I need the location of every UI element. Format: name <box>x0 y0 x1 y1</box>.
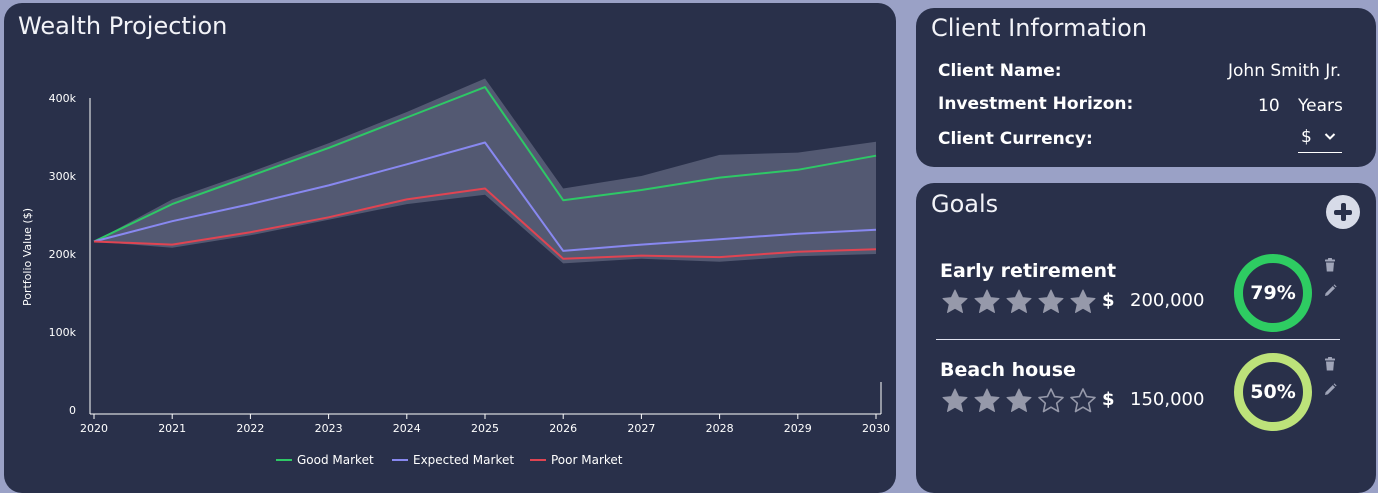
y-tick-label: 200k <box>49 248 77 261</box>
x-tick-label: 2028 <box>706 422 734 435</box>
star-outline-icon[interactable] <box>1036 387 1066 413</box>
goal-currency: $ <box>1102 290 1115 311</box>
investment-horizon-value[interactable]: 10 <box>1258 96 1280 116</box>
wealth-projection-panel: Wealth Projection 0 100k 200k 300k 400k 2020 2… <box>4 3 896 493</box>
x-tick-label: 2026 <box>549 422 577 435</box>
star-outline-icon[interactable] <box>1068 387 1098 413</box>
star-filled-icon[interactable] <box>972 387 1002 413</box>
legend-label: Expected Market <box>413 453 514 467</box>
star-filled-icon[interactable] <box>1036 288 1066 314</box>
legend-item: Good Market <box>276 453 374 467</box>
goal-amount: 150,000 <box>1130 389 1205 410</box>
star-filled-icon[interactable] <box>1004 387 1034 413</box>
pencil-icon[interactable] <box>1322 382 1338 398</box>
x-tick-label: 2024 <box>393 422 421 435</box>
star-filled-icon[interactable] <box>972 288 1002 314</box>
goal-item: Beach house $ 150,000 50% <box>916 346 1376 446</box>
x-tick-label: 2025 <box>471 422 499 435</box>
x-tick-label: 2030 <box>862 422 890 435</box>
legend-label: Good Market <box>297 453 374 467</box>
goal-progress-ring: 50% <box>1234 353 1312 431</box>
goal-divider <box>936 339 1340 340</box>
legend-item: Expected Market <box>392 453 514 467</box>
legend-item: Poor Market <box>530 453 623 467</box>
x-tick-label: 2020 <box>80 422 108 435</box>
series-line <box>93 86 877 243</box>
wealth-projection-chart: 0 100k 200k 300k 400k 2020 2021 2022 2023 2024 202… <box>21 78 890 467</box>
goal-name: Beach house <box>940 359 1076 381</box>
goals-title: Goals <box>931 190 999 218</box>
goal-progress-label: 50% <box>1250 381 1296 403</box>
client-currency-label: Client Currency: <box>938 129 1093 149</box>
pencil-icon[interactable] <box>1322 283 1338 299</box>
star-filled-icon[interactable] <box>940 387 970 413</box>
chevron-down-icon <box>1324 133 1336 140</box>
goal-priority-stars <box>940 288 1098 314</box>
star-filled-icon[interactable] <box>1004 288 1034 314</box>
x-tick-label: 2023 <box>315 422 343 435</box>
goal-currency: $ <box>1102 389 1115 410</box>
goal-amount: 200,000 <box>1130 290 1205 311</box>
legend-label: Poor Market <box>551 453 623 467</box>
y-tick-label: 100k <box>49 326 77 339</box>
client-info-title: Client Information <box>931 14 1148 42</box>
y-tick-label: 300k <box>49 170 77 183</box>
goals-panel: Goals Early retirement $ 200,000 79% Bea… <box>916 183 1376 493</box>
currency-select-value: $ <box>1301 127 1312 147</box>
goal-item: Early retirement $ 200,000 79% <box>916 247 1376 347</box>
investment-horizon-unit: Years <box>1298 96 1343 116</box>
series-line <box>93 141 877 252</box>
goal-progress-ring: 79% <box>1234 254 1312 332</box>
client-information-panel: Client Information Client Name: John Smi… <box>916 8 1376 167</box>
investment-horizon-label: Investment Horizon: <box>938 94 1134 114</box>
x-tick-label: 2021 <box>158 422 186 435</box>
client-name-label: Client Name: <box>938 61 1062 81</box>
star-filled-icon[interactable] <box>1068 288 1098 314</box>
x-tick-label: 2027 <box>627 422 655 435</box>
series-line <box>93 187 877 260</box>
add-goal-button[interactable] <box>1326 195 1360 229</box>
x-tick-label: 2029 <box>784 422 812 435</box>
star-filled-icon[interactable] <box>940 288 970 314</box>
y-tick-label: 0 <box>69 404 76 417</box>
x-tick-label: 2022 <box>236 422 264 435</box>
client-name-value: John Smith Jr. <box>1228 61 1342 81</box>
trash-icon[interactable] <box>1322 356 1338 372</box>
projection-range-band <box>94 78 876 264</box>
y-axis-title: Portfolio Value ($) <box>21 208 34 306</box>
y-tick-label: 400k <box>49 92 77 105</box>
chart-title: Wealth Projection <box>18 12 228 40</box>
goal-name: Early retirement <box>940 260 1117 282</box>
goal-progress-label: 79% <box>1250 282 1296 304</box>
trash-icon[interactable] <box>1322 257 1338 273</box>
goal-priority-stars <box>940 387 1098 413</box>
currency-select[interactable]: $ <box>1298 126 1342 153</box>
